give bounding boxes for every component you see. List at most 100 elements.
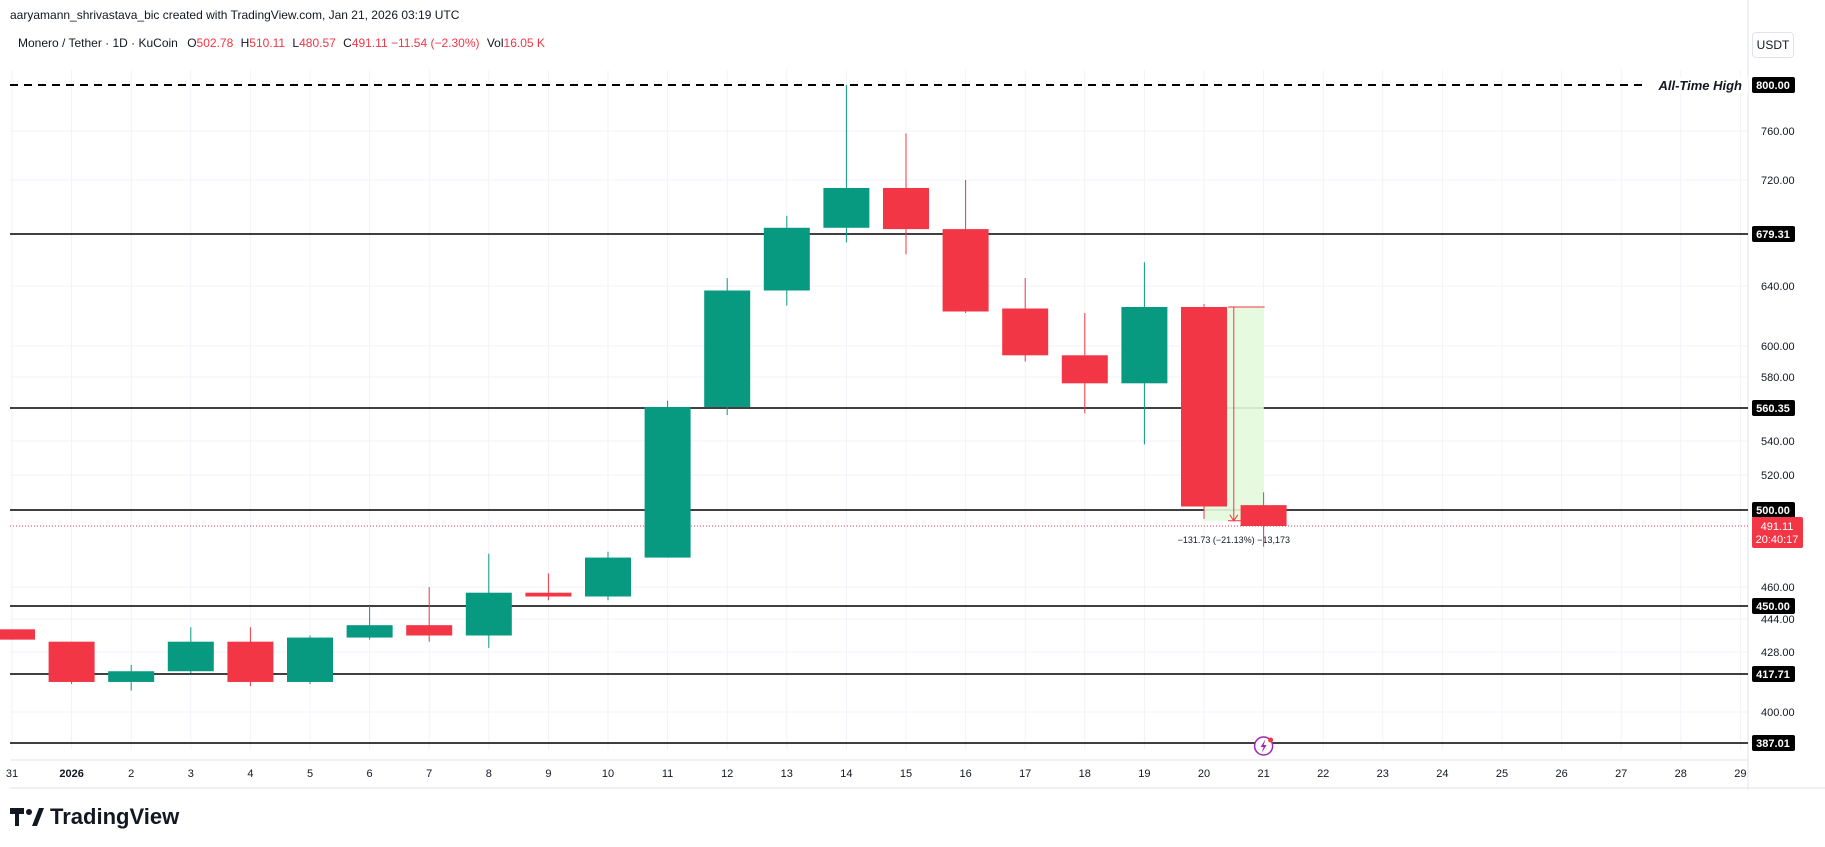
- candle: [823, 85, 870, 243]
- x-tick-label: 22: [1317, 768, 1329, 780]
- level-price-badge: [1752, 598, 1795, 614]
- y-tick-label: 600.00: [1761, 341, 1795, 353]
- horizontal-levels: All-Time High: [10, 77, 1748, 744]
- candle: [1121, 262, 1168, 445]
- x-tick-label: 12: [721, 768, 733, 780]
- close-value: 491.11 −11.54 (−2.30%): [351, 36, 480, 50]
- low-value: 480.57: [299, 36, 336, 50]
- candle: [883, 133, 929, 255]
- symbol-legend: Monero / Tether · 1D · KuCoin O502.78 H5…: [18, 36, 549, 50]
- level-price-badge-text: 417.71: [1756, 669, 1790, 681]
- level-price-badge: [1752, 666, 1795, 682]
- x-tick-label: 18: [1079, 768, 1091, 780]
- x-tick-label: 3: [188, 768, 194, 780]
- last-price-text: 491.11: [1761, 521, 1794, 533]
- candle-body: [0, 629, 35, 640]
- x-tick-label: 4: [247, 768, 253, 780]
- chart-attribution: aaryamann_shrivastava_bic created with T…: [10, 8, 460, 22]
- candle: [465, 553, 512, 648]
- level-label-bg: [1645, 77, 1748, 93]
- candle-body: [108, 671, 155, 682]
- close-label: C: [343, 36, 352, 50]
- candle: [227, 627, 274, 687]
- chart-extras: [1253, 736, 1274, 756]
- tradingview-brand[interactable]: TradingView: [10, 804, 179, 830]
- candle-body: [1061, 355, 1108, 384]
- symbol-name[interactable]: Monero / Tether · 1D · KuCoin: [18, 36, 178, 50]
- chart-grid: [10, 0, 1825, 790]
- price-chart[interactable]: All-Time High −131.73 (−21.13%) −13,173 …: [0, 0, 1825, 800]
- candle-body: [1121, 307, 1168, 384]
- x-tick-label: 26: [1555, 768, 1567, 780]
- x-tick-label: 20: [1198, 768, 1210, 780]
- x-tick-label: 19: [1138, 768, 1150, 780]
- candle: [1240, 492, 1287, 547]
- x-tick-label: 21: [1257, 768, 1269, 780]
- x-tick-label: 31: [6, 768, 18, 780]
- candle: [0, 629, 35, 640]
- candle: [585, 551, 631, 601]
- x-tick-label: 25: [1496, 768, 1508, 780]
- y-tick-label: 640.00: [1761, 281, 1795, 293]
- candle-body: [227, 641, 274, 682]
- candle-body: [287, 637, 333, 682]
- candle-body: [525, 592, 572, 597]
- currency-selector[interactable]: USDT: [1752, 32, 1794, 58]
- candle: [1181, 304, 1227, 519]
- low-label: L: [292, 36, 300, 50]
- tradingview-logo-icon: [10, 808, 44, 826]
- high-value: 510.11: [249, 36, 286, 50]
- candlestick-series: [0, 85, 1287, 691]
- x-tick-label: 9: [545, 768, 551, 780]
- candle-body: [823, 187, 870, 228]
- lightning-icon: [1260, 739, 1267, 753]
- y-tick-label: 400.00: [1761, 707, 1795, 719]
- level-price-badge-text: 450.00: [1756, 601, 1790, 613]
- candle-body: [942, 229, 989, 312]
- y-tick-label: 580.00: [1761, 372, 1795, 384]
- x-tick-label: 10: [602, 768, 614, 780]
- level-price-badge: [1752, 735, 1795, 751]
- candle-body: [167, 641, 214, 672]
- candle-body: [465, 592, 512, 636]
- level-price-badge-text: 560.35: [1756, 403, 1790, 415]
- candle-body: [1002, 308, 1049, 356]
- x-tick-label: 7: [426, 768, 432, 780]
- level-label: All-Time High: [1657, 78, 1742, 93]
- candle: [763, 215, 810, 306]
- level-price-badge: [1752, 226, 1795, 242]
- x-tick-label: 8: [486, 768, 492, 780]
- time-axis: 31 2026 2 3 4 5 6 7 8 9 10 11 12 13 14 15 16 17 18 19 20 21 22…: [6, 768, 1747, 780]
- x-tick-label: 2: [128, 768, 134, 780]
- candle: [942, 180, 989, 313]
- candle-body: [406, 625, 453, 636]
- level-price-badge-text: 679.31: [1756, 229, 1790, 241]
- x-tick-label: 17: [1019, 768, 1031, 780]
- open-label: O: [187, 36, 197, 50]
- price-axis: 760.00 720.00 640.00 600.00 580.00 540.00 520.…: [1752, 77, 1803, 751]
- countdown-text: 20:40:17: [1756, 534, 1799, 546]
- x-tick-label: 11: [662, 768, 673, 780]
- candle-body: [883, 187, 929, 230]
- level-price-badge: [1752, 400, 1795, 416]
- x-tick-label: 5: [307, 768, 313, 780]
- y-tick-label: 720.00: [1761, 175, 1795, 187]
- candle: [167, 627, 214, 674]
- x-tick-label: 27: [1615, 768, 1627, 780]
- candle: [48, 641, 95, 685]
- candle-body: [763, 227, 810, 291]
- open-value: 502.78: [196, 36, 234, 50]
- volume-label: Vol: [486, 36, 504, 50]
- high-label: H: [240, 36, 250, 50]
- candle: [1061, 313, 1108, 414]
- x-tick-label: 2026: [59, 768, 83, 780]
- candle-body: [644, 406, 691, 558]
- last-price-badge: [1752, 517, 1803, 548]
- x-tick-label: 13: [781, 768, 793, 780]
- y-tick-label: 520.00: [1761, 470, 1795, 482]
- candle: [525, 573, 572, 601]
- y-tick-label: 428.00: [1761, 647, 1795, 659]
- y-tick-label: 760.00: [1761, 126, 1795, 138]
- candle: [704, 278, 751, 416]
- level-price-badge-text: 800.00: [1756, 80, 1790, 92]
